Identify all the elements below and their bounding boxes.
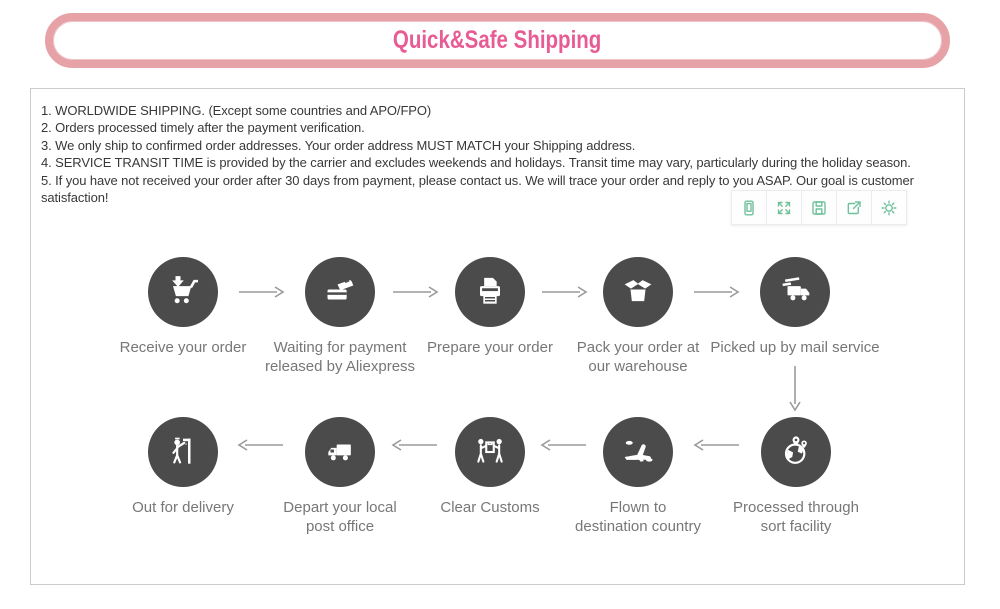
share-export-icon[interactable] <box>837 191 872 224</box>
globe-location-pins-icon <box>761 417 831 487</box>
policy-item: 1. WORLDWIDE SHIPPING. (Except some coun… <box>41 103 432 118</box>
fast-delivery-truck-icon <box>760 257 830 327</box>
shipping-policy-text: 1. WORLDWIDE SHIPPING. (Except some coun… <box>41 102 956 206</box>
stage-label: Receive your order <box>119 339 247 356</box>
airplane-icon <box>603 417 673 487</box>
arrow-right-icon <box>542 286 588 298</box>
flow-stage-clear-customs: Clear Customs <box>400 417 580 517</box>
shopping-cart-receive-icon <box>148 257 218 327</box>
flow-stage-picked-up: Picked up by mail service <box>705 257 885 357</box>
policy-item: 4. SERVICE TRANSIT TIME is provided by t… <box>41 155 911 171</box>
stage-label: Depart your local post office <box>283 499 397 535</box>
arrow-right-icon <box>694 286 740 298</box>
stage-label: Processed through sort facility <box>733 499 859 535</box>
open-box-icon <box>603 257 673 327</box>
flow-stage-out-for-delivery: Out for delivery <box>93 417 273 517</box>
policy-item: 3. We only ship to confirmed order addre… <box>41 137 636 153</box>
printer-icon <box>455 257 525 327</box>
stage-label: Pack your order at our warehouse <box>576 339 700 375</box>
arrow-left-icon <box>540 439 586 451</box>
settings-gear-icon[interactable] <box>872 191 906 224</box>
expand-fullscreen-icon[interactable] <box>767 191 802 224</box>
page-title: Quick&Safe Shipping <box>393 26 602 54</box>
capture-toolbar <box>731 190 907 225</box>
content-box: 1. WORLDWIDE SHIPPING. (Except some coun… <box>30 88 965 585</box>
flow-stage-depart-post-office: Depart your local post office <box>250 417 430 536</box>
flow-stage-waiting-payment: Waiting for payment released by Aliexpre… <box>250 257 430 376</box>
stage-label: Out for delivery <box>132 499 234 516</box>
flow-stage-flown-destination: Flown to destination country <box>548 417 728 536</box>
flow-stage-sort-facility: Processed through sort facility <box>706 417 886 536</box>
stage-label: Flown to destination country <box>575 499 701 535</box>
postal-truck-icon <box>305 417 375 487</box>
mobile-preview-icon[interactable] <box>732 191 767 224</box>
policy-item: 5. If you have not received your order a… <box>41 172 914 206</box>
flow-stage-prepare-order: Prepare your order <box>400 257 580 357</box>
arrow-down-icon <box>789 366 801 412</box>
arrow-right-icon <box>393 286 439 298</box>
arrow-left-icon <box>391 439 437 451</box>
stage-label: Picked up by mail service <box>710 339 880 356</box>
arrow-left-icon <box>237 439 283 451</box>
hand-payment-card-icon <box>305 257 375 327</box>
flow-stage-pack-order: Pack your order at our warehouse <box>548 257 728 376</box>
flow-stage-receive-order: Receive your order <box>93 257 273 357</box>
workers-carrying-box-icon <box>455 417 525 487</box>
policy-item: 2. Orders processed timely after the pay… <box>41 120 365 136</box>
courier-at-door-icon <box>148 417 218 487</box>
banner: Quick&Safe Shipping <box>45 13 950 68</box>
save-image-icon[interactable] <box>802 191 837 224</box>
stage-label: Clear Customs <box>440 499 540 516</box>
arrow-right-icon <box>239 286 285 298</box>
stage-label: Prepare your order <box>427 339 553 356</box>
arrow-left-icon <box>693 439 739 451</box>
stage-label: Waiting for payment released by Aliexpre… <box>264 339 416 375</box>
